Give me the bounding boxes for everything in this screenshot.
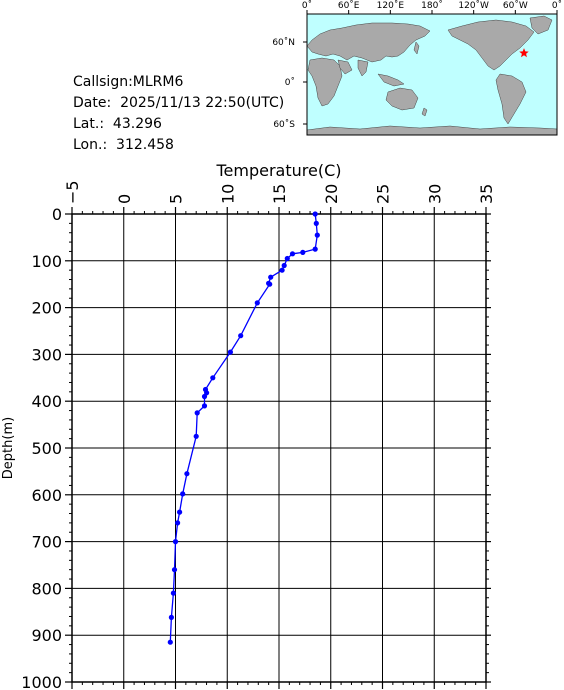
data-point bbox=[167, 639, 173, 645]
map-ticks bbox=[303, 10, 558, 125]
map-frame: 0˚ 60˚E 120˚E 180˚ 120˚W 60˚W 0˚ 60˚N 0˚ 60˚S bbox=[272, 0, 562, 136]
data-point bbox=[279, 267, 285, 273]
data-point bbox=[300, 249, 306, 255]
data-point bbox=[180, 491, 186, 497]
data-point bbox=[267, 281, 273, 287]
map-lat-label: 60˚S bbox=[273, 119, 295, 130]
x-tick-label: 25 bbox=[374, 184, 393, 204]
data-point bbox=[171, 567, 178, 573]
data-point bbox=[168, 614, 174, 621]
plot-frame bbox=[71, 213, 487, 683]
data-point bbox=[313, 220, 319, 226]
data-point bbox=[281, 262, 287, 269]
x-tick-label: 15 bbox=[270, 184, 289, 204]
land-india bbox=[357, 59, 369, 77]
data-point bbox=[227, 349, 233, 355]
map-lat-label: 60˚N bbox=[272, 37, 295, 48]
y-tick-label: 0 bbox=[52, 205, 62, 224]
world-map: 0˚ 60˚E 120˚E 180˚ 120˚W 60˚W 0˚ 60˚N 0˚ 60˚S bbox=[272, 0, 562, 136]
land-australia bbox=[385, 87, 419, 111]
data-point bbox=[284, 255, 290, 262]
temperature-series bbox=[167, 211, 320, 645]
y-tick-label: 100 bbox=[31, 252, 62, 271]
land-north-america bbox=[447, 19, 535, 71]
data-point bbox=[238, 333, 244, 339]
y-tick-label: 600 bbox=[31, 486, 62, 505]
callsign-text: Callsign:MLRM6 bbox=[73, 74, 184, 90]
map-lon-label: 180˚ bbox=[421, 0, 443, 11]
x-axis-ticks: −5 0 5 10 15 20 25 30 35 bbox=[63, 180, 496, 689]
date-text: Date: 2025/11/13 22:50(UTC) bbox=[73, 95, 285, 111]
land-indonesia bbox=[377, 73, 405, 87]
land-south-america bbox=[495, 73, 527, 125]
data-point bbox=[170, 590, 176, 596]
lat-text: Lat.: 43.296 bbox=[73, 116, 162, 132]
y-axis-title: Depth(m) bbox=[1, 417, 16, 479]
data-point bbox=[312, 246, 318, 252]
x-tick-label: −5 bbox=[63, 180, 82, 204]
data-point bbox=[254, 300, 260, 306]
chart-grid bbox=[71, 213, 487, 683]
map-lon-label: 60˚W bbox=[503, 0, 528, 11]
y-tick-label: 500 bbox=[31, 439, 62, 458]
x-tick-label: 10 bbox=[218, 184, 237, 204]
y-tick-label: 200 bbox=[31, 299, 62, 318]
land-greenland bbox=[529, 15, 553, 35]
x-tick-label: 0 bbox=[115, 194, 134, 204]
station-info: Callsign:MLRM6 Date: 2025/11/13 22:50(UT… bbox=[73, 72, 284, 156]
data-point bbox=[172, 539, 179, 545]
map-land bbox=[306, 15, 558, 136]
land-arabia bbox=[337, 59, 353, 75]
data-point bbox=[210, 375, 216, 381]
x-tick-label: 20 bbox=[322, 184, 341, 204]
data-point bbox=[175, 520, 181, 526]
map-lon-label: 120˚E bbox=[377, 0, 405, 11]
map-lat-label: 0˚ bbox=[285, 77, 295, 88]
y-tick-label: 400 bbox=[31, 392, 62, 411]
data-point bbox=[201, 403, 208, 409]
data-point bbox=[314, 232, 320, 238]
land-eurasia bbox=[306, 22, 431, 63]
temperature-line bbox=[169, 213, 318, 643]
y-tick-label: 300 bbox=[31, 345, 62, 364]
data-point bbox=[289, 251, 296, 257]
x-tick-label: 30 bbox=[425, 184, 444, 204]
station-marker-star bbox=[519, 48, 529, 58]
x-axis-title: Temperature(C) bbox=[215, 161, 341, 180]
data-point bbox=[201, 393, 208, 400]
map-lon-label: 60˚E bbox=[338, 0, 360, 11]
y-tick-label: 1000 bbox=[21, 673, 62, 690]
data-point bbox=[312, 211, 318, 217]
map-labels: 0˚ 60˚E 120˚E 180˚ 120˚W 60˚W 0˚ 60˚N 0˚ 60˚S bbox=[272, 0, 562, 130]
map-lon-label: 120˚W bbox=[458, 0, 489, 11]
x-tick-label: 5 bbox=[167, 194, 186, 204]
land-newzealand bbox=[421, 107, 428, 117]
lon-text: Lon.: 312.458 bbox=[73, 137, 174, 153]
y-tick-label: 800 bbox=[31, 579, 62, 598]
data-point bbox=[194, 410, 200, 416]
data-point bbox=[177, 509, 183, 515]
map-lon-label: 0˚ bbox=[552, 0, 562, 11]
land-japan bbox=[413, 41, 420, 55]
map-lon-label: 0˚ bbox=[302, 0, 312, 11]
land-africa bbox=[307, 57, 343, 107]
x-tick-label: 35 bbox=[477, 184, 496, 204]
data-point bbox=[184, 471, 190, 477]
y-tick-label: 900 bbox=[31, 626, 62, 645]
data-point bbox=[268, 274, 274, 280]
data-point bbox=[193, 433, 199, 439]
y-tick-label: 700 bbox=[31, 533, 62, 552]
